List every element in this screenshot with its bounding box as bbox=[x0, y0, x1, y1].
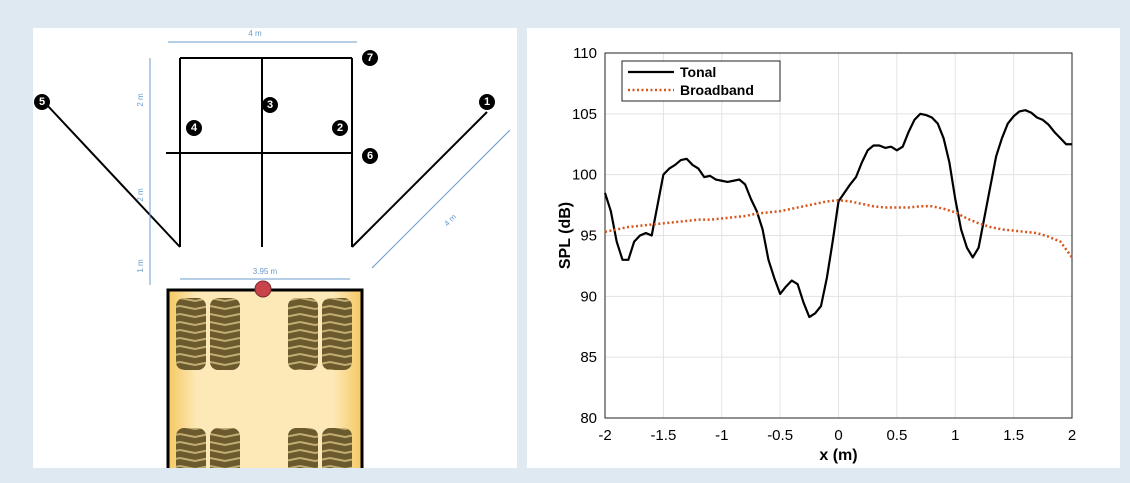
y-tick-label: 90 bbox=[580, 288, 597, 305]
dimension-label: 1 m bbox=[136, 259, 145, 273]
x-tick-label: 0 bbox=[834, 427, 842, 444]
x-tick-label: 1 bbox=[951, 427, 959, 444]
dimension-label: 2 m bbox=[136, 93, 145, 107]
x-tick-label: 1.5 bbox=[1003, 427, 1024, 444]
legend-label: Broadband bbox=[680, 82, 754, 98]
x-axis-label: x (m) bbox=[819, 447, 857, 464]
marker-label: 7 bbox=[367, 52, 373, 64]
dimension-label: 4 m bbox=[248, 29, 262, 38]
dimension-label: 2 m bbox=[136, 188, 145, 202]
x-tick-label: 2 bbox=[1068, 427, 1076, 444]
background-strip bbox=[0, 468, 1130, 483]
marker-label: 4 bbox=[191, 122, 198, 134]
x-tick-label: -2 bbox=[598, 427, 611, 444]
tire bbox=[176, 298, 206, 370]
y-tick-label: 80 bbox=[580, 410, 597, 427]
chart-panel bbox=[527, 28, 1120, 468]
dimension-label: 3.95 m bbox=[253, 267, 278, 276]
source-point bbox=[255, 281, 271, 297]
x-tick-label: -0.5 bbox=[767, 427, 793, 444]
y-tick-label: 95 bbox=[580, 228, 597, 245]
y-tick-label: 100 bbox=[572, 167, 597, 184]
y-tick-label: 85 bbox=[580, 349, 597, 366]
marker-label: 6 bbox=[367, 150, 373, 162]
x-tick-label: -1 bbox=[715, 427, 728, 444]
y-tick-label: 105 bbox=[572, 106, 597, 123]
legend-label: Tonal bbox=[680, 64, 716, 80]
tire bbox=[322, 298, 352, 370]
tire bbox=[288, 298, 318, 370]
marker-label: 2 bbox=[337, 122, 343, 134]
figure: 4 m 2 m 2 m 1 m 3.95 m 4 m 1 2 3 4 5 6 7… bbox=[0, 0, 1130, 483]
marker-label: 3 bbox=[267, 99, 273, 111]
y-tick-label: 110 bbox=[573, 45, 597, 62]
y-axis-label: SPL (dB) bbox=[557, 202, 574, 269]
tire bbox=[210, 298, 240, 370]
marker-label: 1 bbox=[484, 96, 490, 108]
page: {"diagram":{"markers":["1","2","3","4","… bbox=[0, 0, 1130, 483]
x-tick-label: 0.5 bbox=[886, 427, 907, 444]
marker-label: 5 bbox=[39, 96, 45, 108]
x-tick-label: -1.5 bbox=[650, 427, 676, 444]
